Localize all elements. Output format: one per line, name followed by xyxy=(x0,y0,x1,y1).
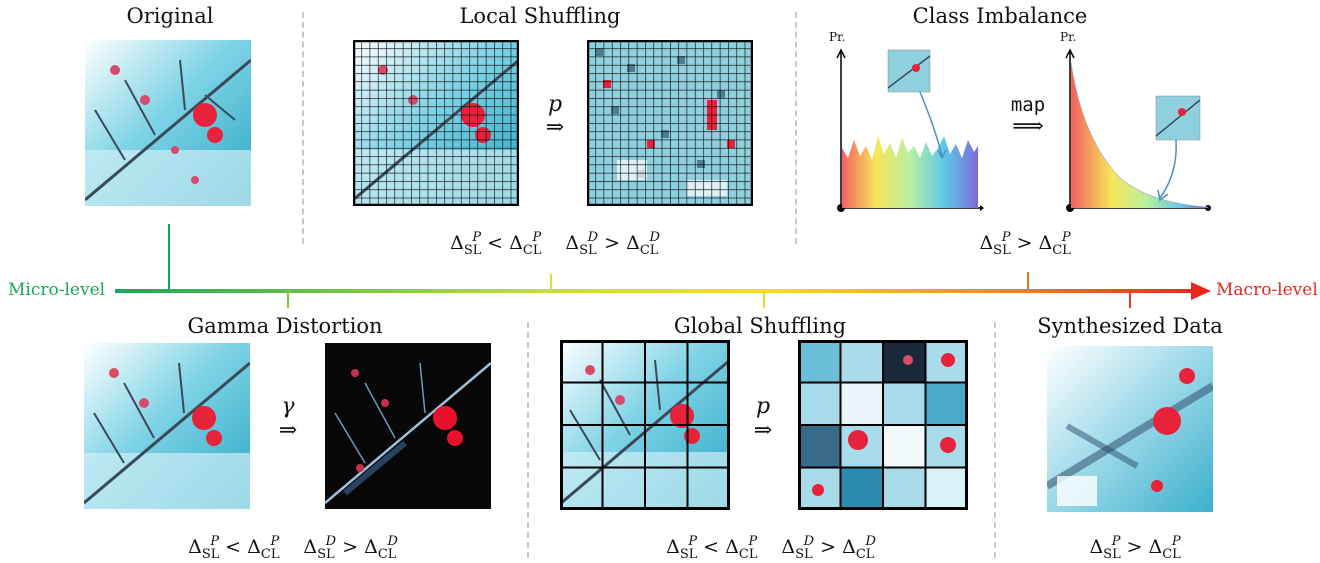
divider xyxy=(302,12,304,244)
synthesized-image xyxy=(1047,346,1213,512)
local-shuffling-input-image xyxy=(353,40,519,206)
tick-synth xyxy=(1129,290,1131,308)
tick-original xyxy=(168,224,170,290)
local-shuffling-output-image xyxy=(587,40,753,206)
original-image xyxy=(85,40,251,206)
class-imbalance-axis-label-right: Pr. xyxy=(1060,30,1077,44)
implies-arrow-icon: ⇒ xyxy=(753,418,773,443)
divider xyxy=(795,12,797,244)
local-shuffling-formula: ΔSLP < ΔCLP ΔSLD > ΔCLD xyxy=(450,230,660,258)
implies-arrow-icon: ⇒ xyxy=(545,115,565,140)
gamma-output-image xyxy=(325,343,491,509)
global-shuffling-formula: ΔSLP < ΔCLP ΔSLD > ΔCLD xyxy=(666,534,876,562)
original-title: Original xyxy=(126,4,214,28)
tick-local xyxy=(550,274,552,290)
divider xyxy=(994,322,996,558)
local-shuffling-op: p xyxy=(547,92,563,117)
class-imbalance-formula: ΔSLP > ΔCLP xyxy=(979,230,1071,258)
gamma-formula: ΔSLP < ΔCLP ΔSLD > ΔCLD xyxy=(188,534,398,562)
divider xyxy=(527,322,529,558)
gamma-input-image xyxy=(84,343,250,509)
implies-arrow-icon: ⇒ xyxy=(278,418,298,443)
tick-class xyxy=(1027,272,1029,290)
gamma-distortion-title: Gamma Distortion xyxy=(187,314,383,338)
synthesized-data-title: Synthesized Data xyxy=(1037,314,1223,338)
global-shuffling-title: Global Shuffling xyxy=(673,314,847,338)
class-imbalance-plots xyxy=(836,48,1211,212)
global-shuffling-input-image xyxy=(560,340,730,510)
tick-gamma xyxy=(287,290,289,308)
macro-level-label: Macro-level xyxy=(1216,280,1318,300)
micro-macro-axis xyxy=(115,282,1211,300)
local-shuffling-title: Local Shuffling xyxy=(459,4,621,28)
tick-global xyxy=(763,290,765,308)
global-shuffling-op: p xyxy=(755,394,771,419)
global-shuffling-output-image xyxy=(798,340,968,510)
class-imbalance-title: Class Imbalance xyxy=(912,4,1088,28)
synthesized-formula: ΔSLP > ΔCLP xyxy=(1089,534,1181,562)
class-imbalance-axis-label-left: Pr. xyxy=(829,30,846,44)
micro-level-label: Micro-level xyxy=(8,280,106,300)
long-implies-arrow-icon: ⟹ xyxy=(1012,114,1044,139)
class-imbalance-op: map xyxy=(1010,94,1046,116)
gamma-op: γ xyxy=(281,394,295,419)
